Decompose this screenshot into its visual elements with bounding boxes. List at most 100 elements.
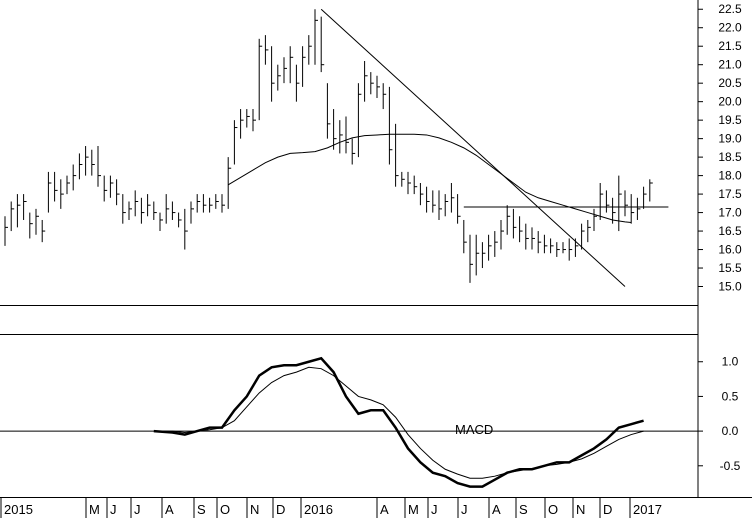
price-bar [78, 153, 83, 180]
price-bar [444, 194, 449, 217]
price-bar [593, 208, 597, 232]
price-bar [463, 219, 467, 254]
price-bar [636, 197, 641, 220]
price-bar [568, 238, 573, 261]
price-bar [512, 208, 517, 239]
price-bar [506, 205, 511, 235]
price-bar [23, 194, 27, 220]
macd-axis-tick-label: 0.0 [722, 424, 739, 438]
price-bar [587, 219, 591, 243]
price-axis-tick-label: 20.5 [718, 76, 742, 90]
macd-label: MACD [455, 422, 493, 437]
price-bar [302, 46, 306, 87]
price-bar [488, 234, 492, 261]
price-bar [556, 242, 560, 257]
date-axis-label: J [110, 502, 117, 517]
price-bar [450, 183, 455, 213]
price-bar [630, 194, 635, 224]
date-axis: 2015 M J J A S O N D 2016 A M J J A S O N D 2017 [0, 498, 662, 518]
date-axis-label: M [89, 502, 100, 517]
price-bar [643, 186, 647, 209]
price-bar [469, 234, 473, 283]
macd-line [153, 356, 644, 488]
price-bar [271, 46, 275, 102]
price-bar [122, 194, 126, 224]
price-bar [240, 109, 244, 139]
price-bar [10, 201, 15, 232]
price-bar [519, 216, 523, 243]
price-bar [475, 234, 480, 276]
price-axis-tick-label: 17.0 [718, 206, 742, 220]
price-bar [134, 190, 139, 217]
price-axis-tick-label: 15.0 [718, 280, 742, 294]
price-panel [4, 8, 669, 287]
price-bar [283, 57, 287, 84]
price-bar [147, 194, 151, 217]
date-axis-label: A [380, 502, 389, 517]
price-bar [85, 146, 89, 176]
price-bar [196, 194, 201, 213]
macd-signal-line [153, 366, 644, 479]
price-bar [178, 212, 182, 228]
price-axis-tick-label: 16.0 [718, 243, 742, 257]
price-bar [376, 75, 380, 98]
price-bar [66, 175, 70, 195]
macd-axis: -0.5 0.0 0.5 1.0 [698, 355, 741, 473]
date-axis-label: 2015 [4, 502, 33, 517]
price-bar [345, 116, 349, 154]
price-bar [314, 9, 318, 65]
price-bar [370, 72, 374, 95]
date-axis-label: D [276, 502, 285, 517]
price-bar [364, 61, 368, 102]
price-bar [413, 175, 418, 195]
price-bar [91, 149, 95, 176]
price-bar [97, 146, 101, 187]
price-bar [438, 190, 442, 220]
price-bar [481, 242, 486, 269]
price-bar [618, 175, 622, 232]
date-axis-label: O [220, 502, 230, 517]
price-bar [221, 194, 225, 213]
macd-axis-tick-label: -0.5 [720, 459, 741, 473]
date-axis-label: S [197, 502, 206, 517]
price-bar [277, 64, 281, 91]
price-bar [54, 171, 58, 202]
price-bar [159, 212, 163, 232]
price-axis-tick-label: 18.5 [718, 150, 742, 164]
price-bar [624, 190, 628, 217]
date-axis-label: 2016 [304, 502, 333, 517]
price-bar [215, 194, 219, 209]
macd-panel [0, 356, 698, 488]
price-axis-tick-label: 21.5 [718, 39, 742, 53]
price-bar [537, 231, 542, 254]
date-axis-label: 2017 [633, 502, 662, 517]
price-bar [333, 109, 337, 150]
price-bar [525, 223, 529, 250]
price-bar [35, 208, 39, 235]
date-axis-label: J [431, 502, 438, 517]
price-bar [326, 83, 331, 139]
price-axis-tick-label: 16.5 [718, 224, 742, 238]
date-axis-label: N [576, 502, 585, 517]
date-axis-label: D [603, 502, 612, 517]
price-axis-tick-label: 19.0 [718, 132, 742, 146]
price-bar [562, 242, 566, 254]
price-bar [258, 38, 263, 121]
price-bar [605, 190, 610, 213]
price-axis-tick-label: 20.0 [718, 95, 742, 109]
price-bar [320, 16, 325, 73]
macd-axis-tick-label: 1.0 [722, 355, 739, 369]
price-bar [457, 194, 461, 224]
price-bar [289, 46, 294, 84]
price-bar [388, 86, 393, 165]
price-bar [202, 194, 207, 213]
price-bar [209, 197, 213, 213]
price-bar [233, 120, 238, 165]
price-bar [109, 175, 114, 198]
price-bar [41, 219, 46, 243]
price-bar [252, 109, 256, 132]
price-bar [171, 201, 176, 220]
date-axis-label: M [408, 502, 419, 517]
